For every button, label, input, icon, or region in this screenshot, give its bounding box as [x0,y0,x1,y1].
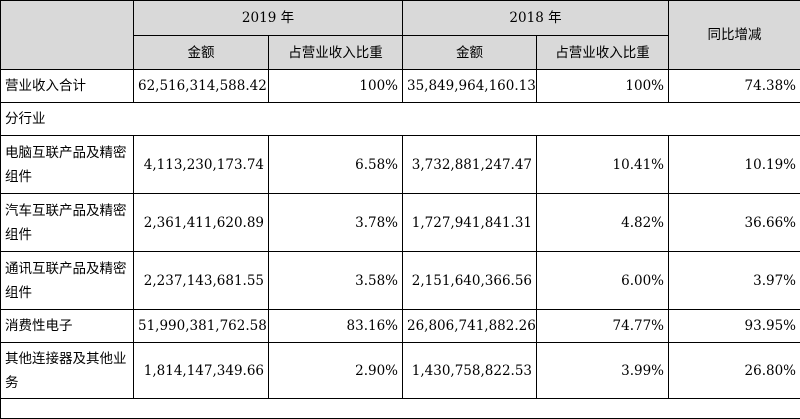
table-row: 汽车互联产品及精密组件 2,361,411,620.89 3.78% 1,727… [1,194,800,252]
continuation-cell [1,399,800,419]
table-row: 电脑互联产品及精密组件 4,113,230,173.74 6.58% 3,732… [1,136,800,194]
row-share-2018: 3.99% [537,343,669,399]
row-share-2019: 2.90% [269,343,403,399]
row-share-2019: 6.58% [269,136,403,194]
row-yoy: 10.19% [669,136,800,194]
row-amount-2018: 3,732,881,247.47 [403,136,537,194]
header-yoy: 同比增减 [669,1,800,70]
row-share-2019: 83.16% [269,310,403,343]
row-share-2018: 4.82% [537,194,669,252]
row-amount-2019: 2,237,143,681.55 [134,252,269,310]
row-yoy: 3.97% [669,252,800,310]
header-2018-amount: 金额 [403,36,537,70]
total-yoy: 74.38% [669,70,800,103]
table-row: 其他连接器及其他业务 1,814,147,349.66 2.90% 1,430,… [1,343,800,399]
table-row: 消费性电子 51,990,381,762.58 83.16% 26,806,74… [1,310,800,343]
header-2019: 2019 年 [134,1,403,36]
row-yoy: 36.66% [669,194,800,252]
total-amount-2018: 35,849,964,160.13 [403,70,537,103]
section-row: 分行业 [1,103,800,136]
row-amount-2018: 2,151,640,366.56 [403,252,537,310]
row-share-2018: 74.77% [537,310,669,343]
row-amount-2019: 2,361,411,620.89 [134,194,269,252]
total-share-2019: 100% [269,70,403,103]
header-2018: 2018 年 [403,1,669,36]
row-label: 通讯互联产品及精密组件 [1,252,134,310]
row-label: 消费性电子 [1,310,134,343]
row-amount-2019: 51,990,381,762.58 [134,310,269,343]
row-amount-2018: 1,430,758,822.53 [403,343,537,399]
header-corner-cell [1,1,134,70]
table-continuation-row [1,399,800,419]
row-yoy: 93.95% [669,310,800,343]
header-2019-amount: 金额 [134,36,269,70]
row-amount-2018: 1,727,941,841.31 [403,194,537,252]
header-2018-share: 占营业收入比重 [537,36,669,70]
row-amount-2019: 1,814,147,349.66 [134,343,269,399]
row-label: 电脑互联产品及精密组件 [1,136,134,194]
row-label: 其他连接器及其他业务 [1,343,134,399]
table-row: 通讯互联产品及精密组件 2,237,143,681.55 3.58% 2,151… [1,252,800,310]
total-share-2018: 100% [537,70,669,103]
header-2019-share: 占营业收入比重 [269,36,403,70]
row-share-2019: 3.58% [269,252,403,310]
row-amount-2019: 4,113,230,173.74 [134,136,269,194]
header-row-years: 2019 年 2018 年 同比增减 [1,1,800,36]
row-yoy: 26.80% [669,343,800,399]
row-amount-2018: 26,806,741,882.26 [403,310,537,343]
row-share-2018: 10.41% [537,136,669,194]
section-label: 分行业 [1,103,800,136]
total-amount-2019: 62,516,314,588.42 [134,70,269,103]
row-label: 汽车互联产品及精密组件 [1,194,134,252]
total-row: 营业收入合计 62,516,314,588.42 100% 35,849,964… [1,70,800,103]
total-label: 营业收入合计 [1,70,134,103]
row-share-2018: 6.00% [537,252,669,310]
row-share-2019: 3.78% [269,194,403,252]
